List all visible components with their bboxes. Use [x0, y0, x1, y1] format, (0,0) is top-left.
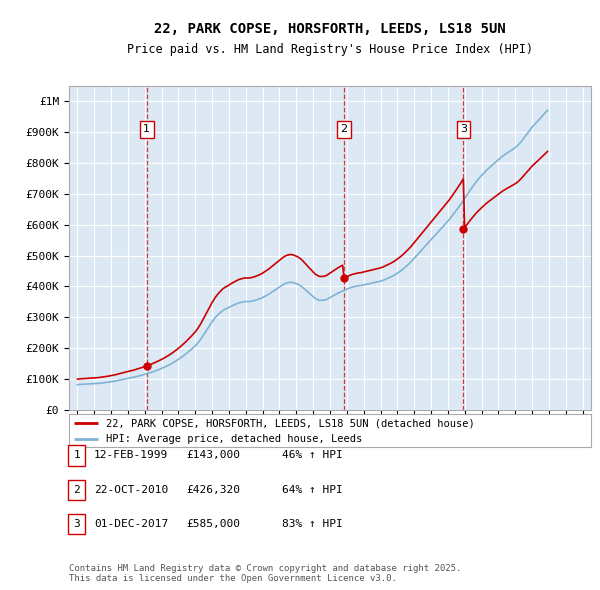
- Text: 1: 1: [143, 124, 150, 135]
- Text: 01-DEC-2017: 01-DEC-2017: [94, 519, 169, 529]
- Text: 2: 2: [73, 485, 80, 494]
- Text: 64% ↑ HPI: 64% ↑ HPI: [282, 485, 343, 494]
- Text: 2: 2: [340, 124, 347, 135]
- Text: 12-FEB-1999: 12-FEB-1999: [94, 451, 169, 460]
- Text: 22, PARK COPSE, HORSFORTH, LEEDS, LS18 5UN (detached house): 22, PARK COPSE, HORSFORTH, LEEDS, LS18 5…: [106, 418, 474, 428]
- Text: 22, PARK COPSE, HORSFORTH, LEEDS, LS18 5UN: 22, PARK COPSE, HORSFORTH, LEEDS, LS18 5…: [154, 22, 506, 37]
- Text: £585,000: £585,000: [186, 519, 240, 529]
- Text: 83% ↑ HPI: 83% ↑ HPI: [282, 519, 343, 529]
- Text: 3: 3: [460, 124, 467, 135]
- Text: 3: 3: [73, 519, 80, 529]
- Text: £426,320: £426,320: [186, 485, 240, 494]
- Text: 1: 1: [73, 451, 80, 460]
- Text: 22-OCT-2010: 22-OCT-2010: [94, 485, 169, 494]
- Text: £143,000: £143,000: [186, 451, 240, 460]
- Text: HPI: Average price, detached house, Leeds: HPI: Average price, detached house, Leed…: [106, 434, 362, 444]
- Text: Contains HM Land Registry data © Crown copyright and database right 2025.
This d: Contains HM Land Registry data © Crown c…: [69, 563, 461, 583]
- Text: Price paid vs. HM Land Registry's House Price Index (HPI): Price paid vs. HM Land Registry's House …: [127, 43, 533, 56]
- Text: 46% ↑ HPI: 46% ↑ HPI: [282, 451, 343, 460]
